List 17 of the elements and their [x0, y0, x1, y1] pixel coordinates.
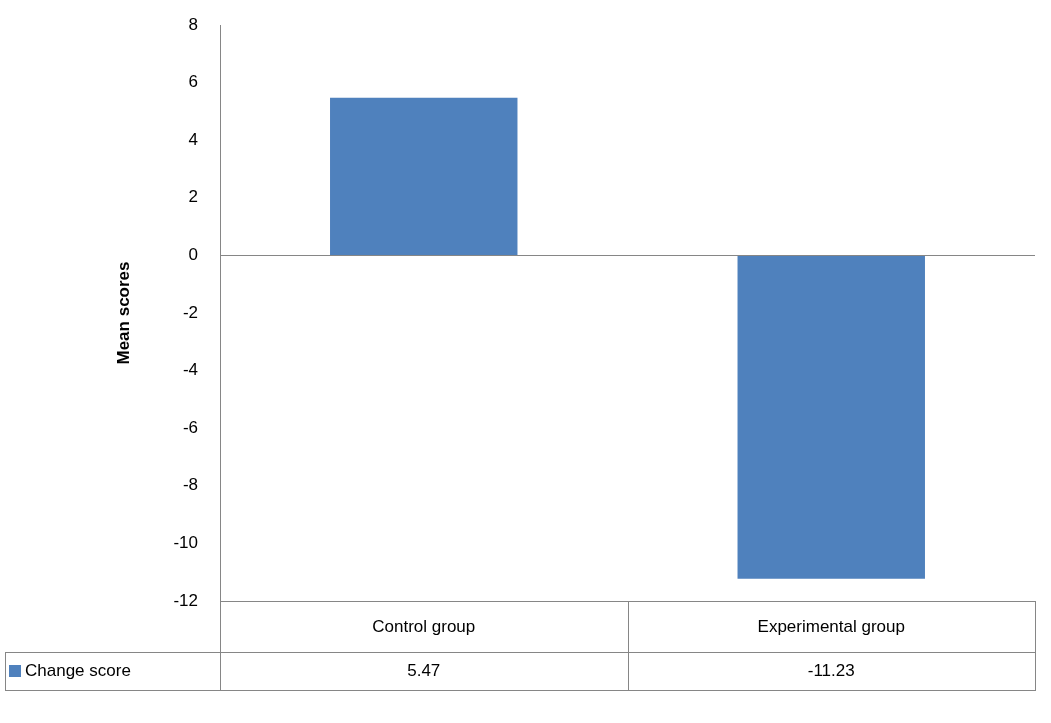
- x-tick-label: Experimental group: [757, 616, 905, 636]
- legend-label: Change score: [25, 660, 132, 682]
- x-tick-label: Control group: [372, 616, 476, 636]
- y-tick-label: -8: [182, 475, 198, 495]
- y-tick-label: 8: [188, 14, 198, 34]
- y-tick-label: -12: [173, 590, 198, 610]
- y-tick-label: -10: [173, 533, 198, 553]
- y-tick-label: 6: [188, 72, 198, 92]
- y-axis-title: Mean scores: [113, 261, 133, 365]
- y-tick-label: -4: [182, 360, 198, 380]
- y-tick-label: 2: [188, 187, 198, 207]
- y-tick-label: -6: [182, 417, 198, 437]
- y-tick-label: 0: [188, 245, 198, 265]
- y-tick-label: -2: [182, 302, 198, 322]
- data-label: -11.23: [806, 660, 856, 682]
- data-label: 5.47: [406, 660, 442, 682]
- y-tick-label: 4: [188, 129, 198, 149]
